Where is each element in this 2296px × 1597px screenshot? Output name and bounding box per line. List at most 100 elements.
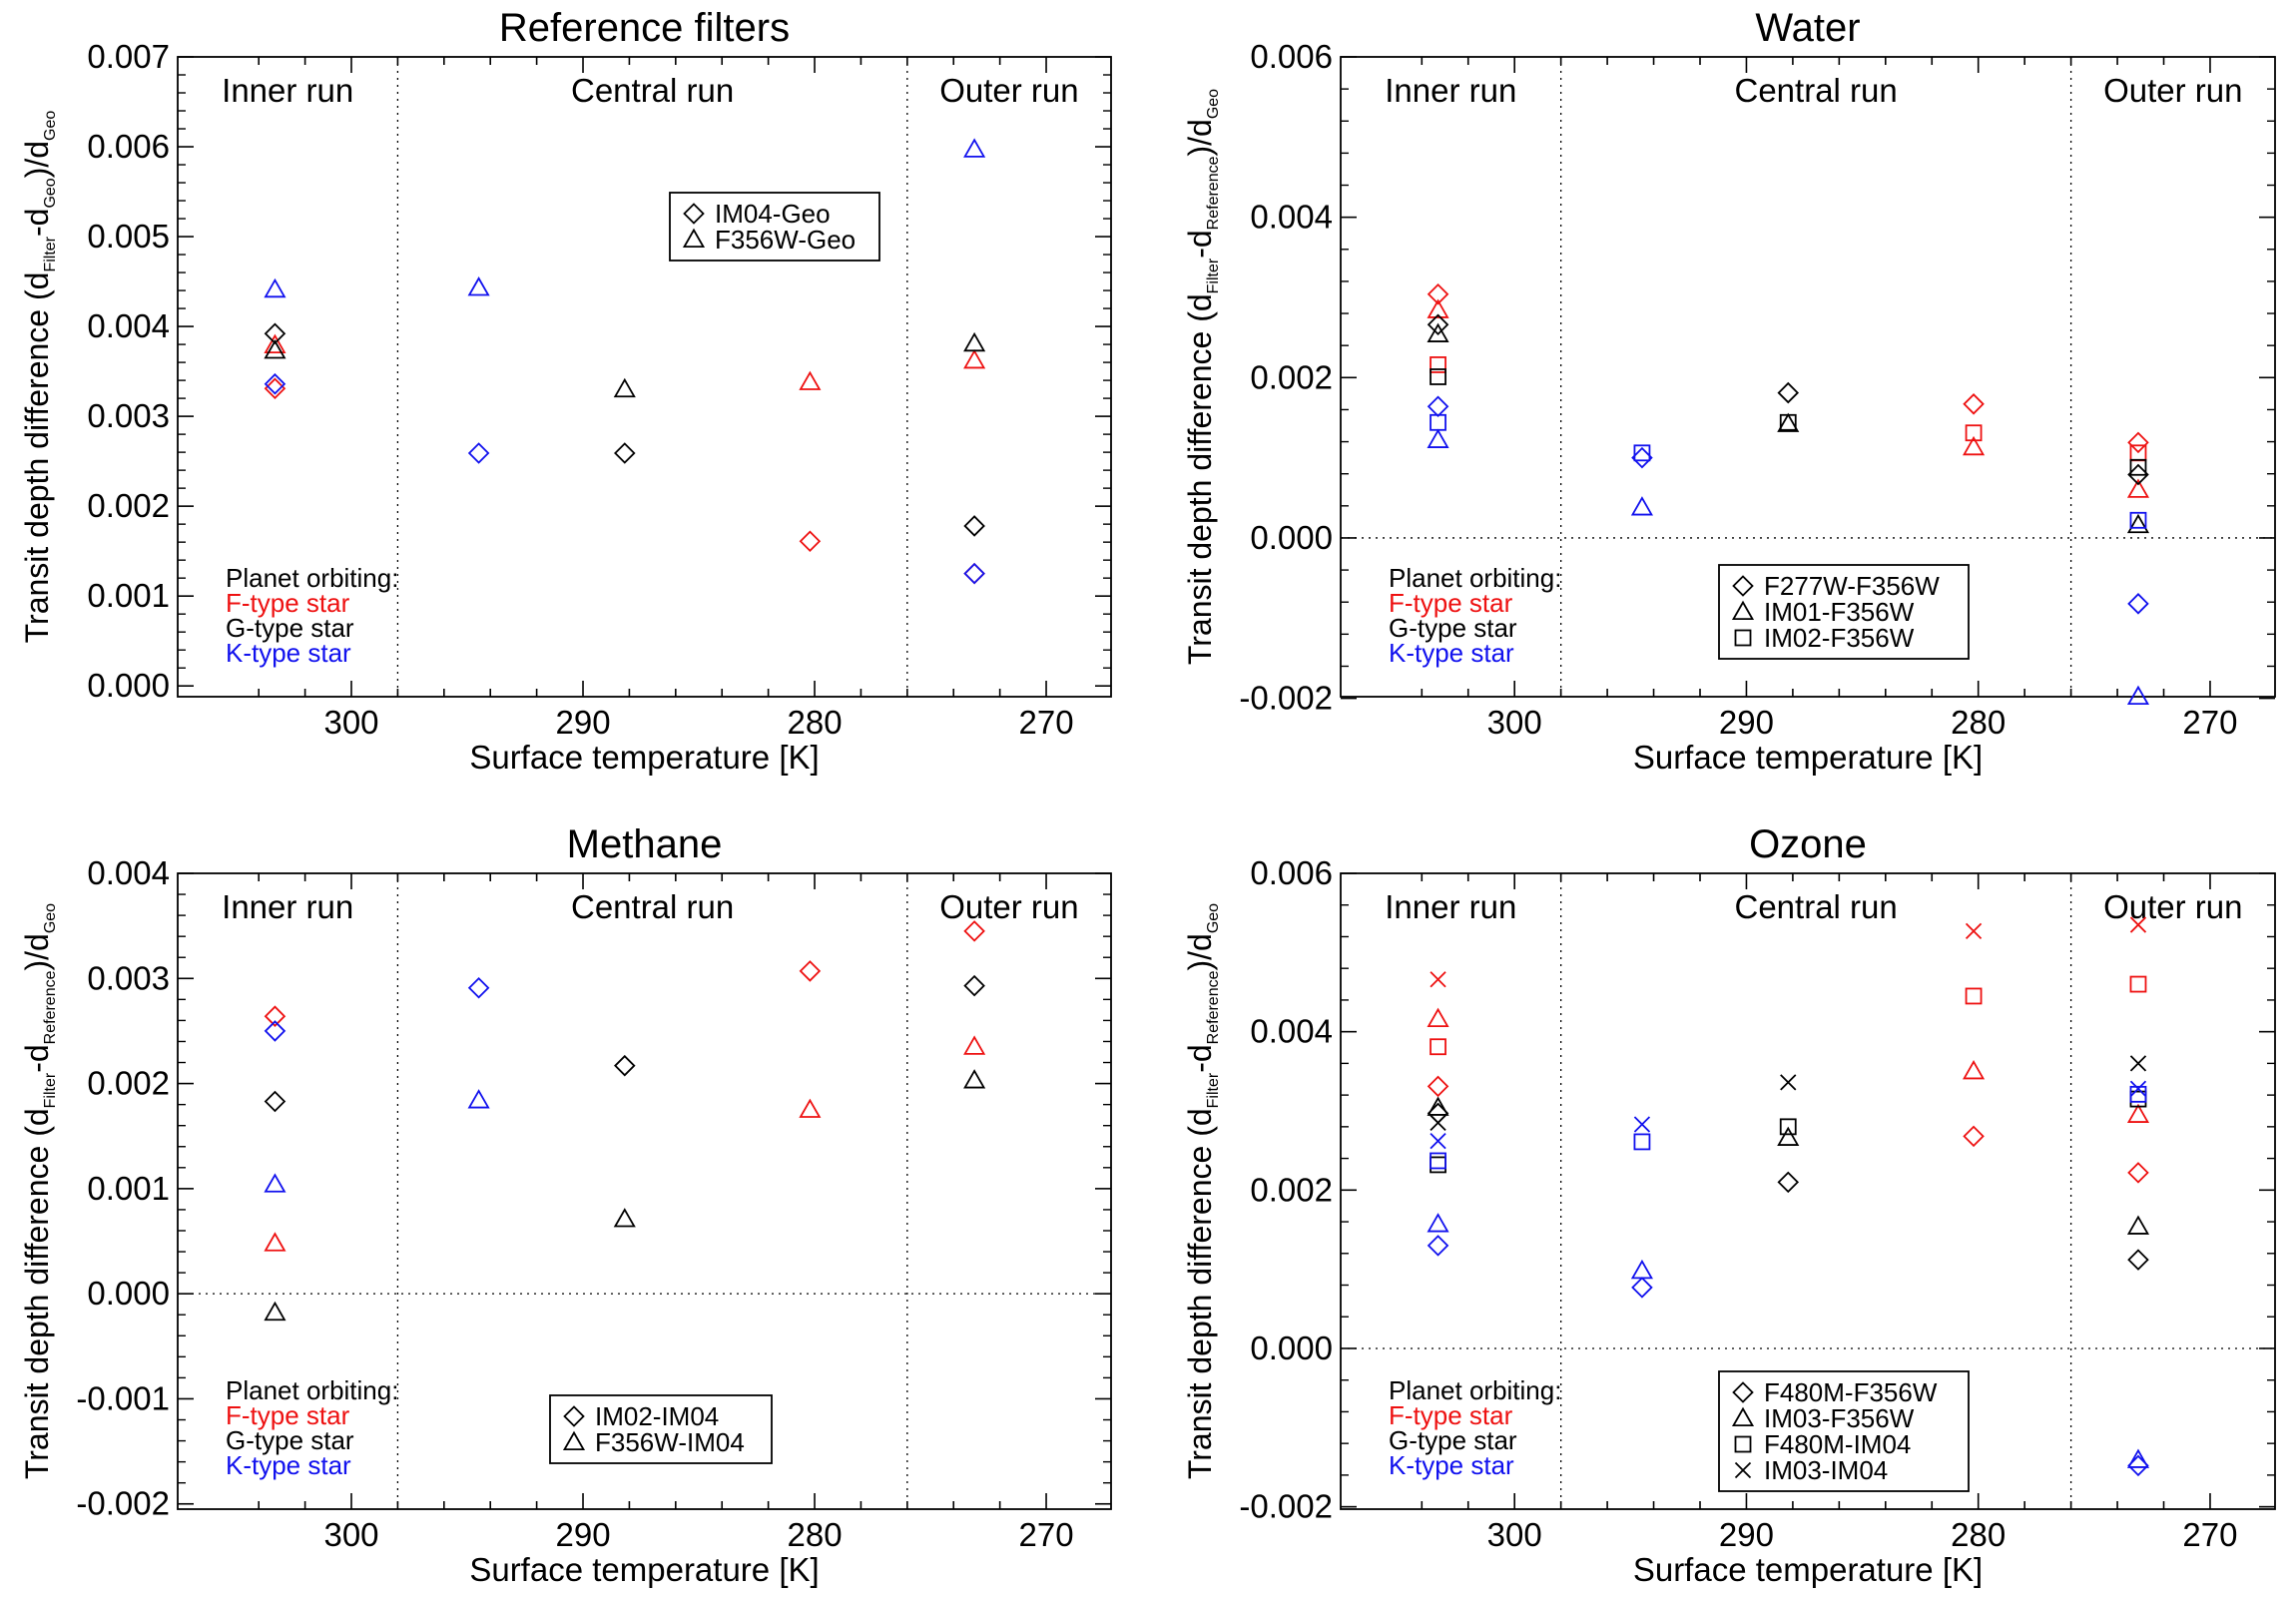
data-point-diamond	[2127, 431, 2149, 454]
y-tick-label: 0.002	[1250, 358, 1333, 395]
marker-legend-label: IM04-Geo	[715, 199, 831, 229]
star-legend-item: K-type star	[226, 1450, 351, 1480]
data-point-triangle	[467, 1089, 490, 1109]
x-axis: 300 290 280 270 Surface temperature [K]	[258, 873, 1074, 1588]
data-point-diamond	[1427, 313, 1449, 336]
marker-legend-label: IM03-F356W	[1764, 1403, 1915, 1433]
data-point-diamond	[1777, 1171, 1800, 1194]
y-axis-label-sub2: Reference	[1205, 156, 1222, 230]
legend-marker-diamond	[683, 203, 705, 225]
data-point-diamond	[264, 372, 287, 395]
y-tick-label: -0.002	[1239, 680, 1333, 717]
x-axis: 300 290 280 270 Surface temperature [K]	[1421, 873, 2237, 1588]
y-axis-label-close: )/d	[1182, 119, 1218, 156]
star-legend-item: F-type star	[226, 1400, 350, 1430]
data-point-triangle	[467, 276, 490, 296]
y-tick-label: 0.003	[87, 397, 170, 434]
x-tick-label: 290	[555, 1516, 610, 1553]
star-legend-item: F-type star	[1389, 588, 1513, 618]
x-tick-label: 300	[1487, 704, 1542, 741]
marker-legend-label: F356W-Geo	[715, 225, 856, 255]
x-tick-label: 270	[1019, 1516, 1074, 1553]
y-axis-label: Transit depth difference (dFilter-dGeo)/…	[19, 111, 59, 644]
data-point-triangle	[2126, 1215, 2150, 1235]
legend-marker-triangle	[1731, 600, 1755, 621]
y-axis: 0.000 0.001 0.002 0.003 0.004 0.005 0.006 0.007…	[19, 38, 1111, 704]
run-label: Outer run	[939, 72, 1078, 109]
legend-marker-diamond	[563, 1405, 585, 1427]
legend-marker-triangle	[562, 1430, 586, 1451]
plot-frame	[1340, 872, 2276, 1510]
data-point-cross	[2129, 1080, 2147, 1097]
data-point-square	[1779, 413, 1797, 431]
data-point-triangle	[264, 333, 287, 354]
y-axis: -0.002 -0.001 0.000 0.001 0.002 0.003 0.004 Tra…	[19, 854, 1111, 1522]
y-axis-label-prefix: Transit depth difference (d	[1182, 293, 1218, 665]
data-point-triangle	[1630, 1259, 1653, 1280]
data-point-diamond	[2127, 1249, 2149, 1271]
chart-title: Reference filters	[499, 6, 790, 50]
data-point-diamond	[799, 960, 822, 982]
data-point-diamond	[264, 322, 287, 345]
y-axis-label-sub3: Geo	[42, 903, 59, 933]
data-point-triangle	[264, 1301, 287, 1322]
y-axis-label-sub1: Filter	[1205, 1072, 1222, 1108]
y-tick-label: 0.001	[87, 1170, 170, 1207]
data-point-triangle	[1963, 1060, 1986, 1080]
y-tick-label: 0.006	[1250, 38, 1333, 75]
data-point-triangle	[1427, 1007, 1449, 1027]
data-point-diamond	[963, 562, 985, 585]
x-tick-label: 280	[787, 704, 842, 741]
data-point-triangle	[799, 1098, 822, 1118]
data-point-square	[2129, 1085, 2147, 1103]
data-point-triangle	[1427, 1213, 1449, 1233]
data-point-square	[1965, 424, 1983, 442]
legend-marker-cross	[1734, 1461, 1752, 1479]
x-axis-label: Surface temperature [K]	[469, 1551, 819, 1588]
chart-title: Methane	[567, 822, 723, 866]
data-point-diamond	[1963, 393, 1985, 415]
star-legend-title: Planet orbiting:	[1389, 1375, 1561, 1405]
legend-marker-triangle	[1731, 1406, 1755, 1427]
plot-frame	[1340, 56, 2276, 698]
y-axis-label: Transit depth difference (dFilter-dRefer…	[1182, 89, 1222, 665]
data-point-diamond	[1427, 395, 1449, 417]
y-axis-label-prefix: Transit depth difference (d	[1182, 1108, 1218, 1479]
x-tick-label: 270	[2182, 704, 2237, 741]
data-point-square	[1430, 1038, 1446, 1056]
plot-frame	[177, 56, 1112, 698]
data-point-triangle	[1963, 435, 1986, 456]
x-tick-label: 280	[1951, 1516, 2006, 1553]
data-point-square	[2129, 511, 2147, 529]
y-axis: -0.002 0.000 0.002 0.004 0.006 Transit depth …	[1182, 854, 2275, 1525]
run-label: Outer run	[939, 888, 1078, 925]
y-axis-label-sub1: Filter	[42, 236, 59, 271]
data-point-cross	[1430, 1114, 1446, 1132]
data-point-cross	[1780, 1074, 1797, 1091]
y-axis-label-close: )/d	[1182, 933, 1218, 970]
data-point-triangle	[963, 1035, 986, 1055]
data-point-square	[1633, 1133, 1651, 1151]
star-legend-item: K-type star	[226, 638, 351, 668]
star-legend-title: Planet orbiting:	[226, 1375, 398, 1405]
marker-legend-label: IM01-F356W	[1764, 597, 1915, 627]
data-points	[1427, 916, 2150, 1477]
data-point-triangle	[613, 1208, 636, 1228]
marker-legend-box	[669, 192, 880, 262]
x-tick-label: 290	[555, 704, 610, 741]
y-axis-label-sub2: Reference	[1205, 970, 1222, 1044]
data-point-triangle	[264, 339, 287, 359]
y-axis-label-sub3: Geo	[42, 111, 59, 141]
y-tick-label: 0.000	[1250, 519, 1333, 556]
data-point-cross	[1430, 971, 1446, 988]
data-point-triangle	[1427, 298, 1449, 318]
run-label: Outer run	[2103, 888, 2242, 925]
data-point-triangle	[963, 138, 986, 158]
y-tick-label: 0.000	[87, 1275, 170, 1312]
data-point-triangle	[963, 331, 986, 352]
y-tick-label: 0.000	[87, 667, 170, 704]
